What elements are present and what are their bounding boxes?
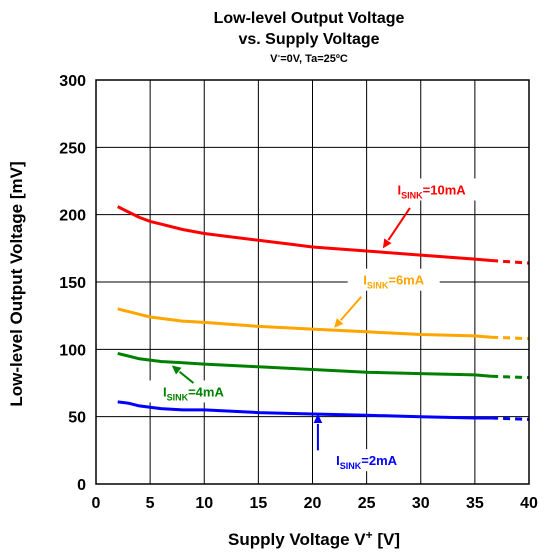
x-tick-label: 35 [466,495,484,512]
grid [96,80,529,484]
series-line-3 [118,402,491,418]
chart-title: Low-level Output Voltage [214,10,405,27]
annotation-arrow-1 [341,297,361,320]
x-tick-label: 25 [358,495,376,512]
chart-title-group: Low-level Output Voltage vs. Supply Volt… [214,10,405,65]
chart-subtitle: V-=0V, Ta=25ºC [270,51,348,65]
series-line-extrapolated-2 [491,376,529,377]
x-tick-label: 15 [249,495,267,512]
series-line-extrapolated-0 [491,261,529,264]
x-axis-label: Supply Voltage V+ [V] [228,528,400,549]
x-tick-label: 30 [412,495,430,512]
y-axis-label: Low-level Output Voltage [mV] [7,161,26,406]
y-tick-label: 200 [59,208,86,225]
x-tick-label: 40 [520,495,538,512]
y-tick-label: 0 [77,477,86,494]
y-tick-label: 150 [59,275,86,292]
y-tick-label: 50 [68,410,86,427]
chart-title-line2: vs. Supply Voltage [238,31,379,48]
y-tick-label: 300 [59,73,86,90]
series-line-extrapolated-1 [491,337,529,338]
annotation-arrowhead-0 [383,238,392,248]
y-tick-label: 250 [59,140,86,157]
series-line-extrapolated-3 [491,418,529,419]
x-tick-label: 20 [304,495,322,512]
x-tick-labels: 0 5 10 15 20 25 30 35 40 [92,495,538,512]
series-line-1 [118,309,491,337]
series-line-2 [118,353,491,376]
y-tick-labels: 0 50 100 150 200 250 300 [59,73,86,494]
x-tick-label: 10 [195,495,213,512]
y-tick-label: 100 [59,342,86,359]
x-tick-label: 5 [146,495,155,512]
annotation-arrow-0 [388,208,409,240]
x-axis-label-sup: + [366,528,373,542]
x-tick-label: 0 [92,495,101,512]
